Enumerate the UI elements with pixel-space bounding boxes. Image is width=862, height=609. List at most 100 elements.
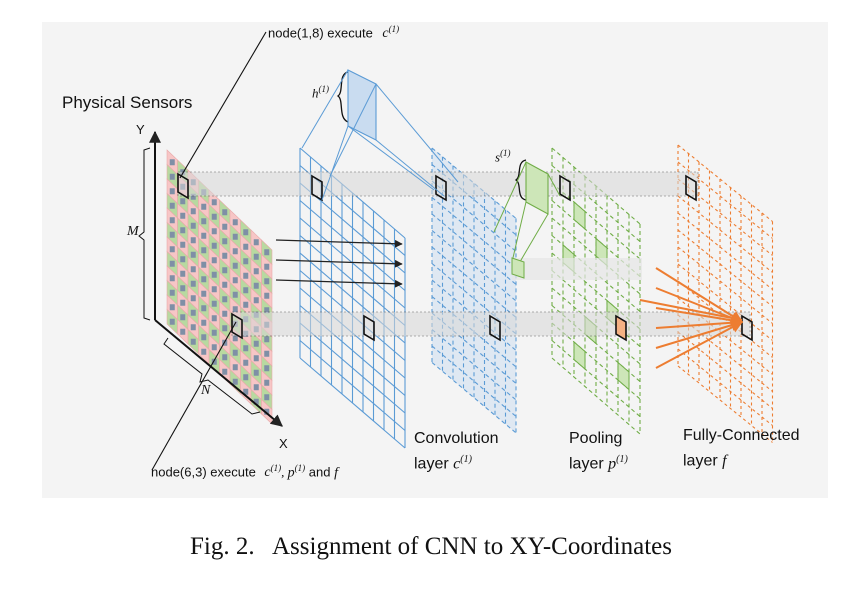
pool-grid-hline	[551, 252, 641, 330]
fully-connected-layer-line2: layer f	[683, 452, 727, 470]
sensor-chip	[243, 287, 249, 294]
sensor-chip	[180, 212, 186, 219]
sensor-chip	[211, 329, 217, 336]
sensor-chip	[232, 349, 238, 356]
conv-back-hline	[299, 322, 406, 414]
conv-front-hline	[431, 147, 517, 219]
pool-cell	[573, 340, 586, 371]
axis-n-label: N	[201, 383, 211, 398]
h-label: h(1)	[312, 84, 329, 101]
conv-front-hline	[431, 329, 517, 401]
axis-m-label: M	[127, 224, 139, 239]
fc-grid-hline	[677, 212, 773, 290]
pool-grid-hline	[551, 165, 641, 242]
physical-sensors-label: Physical Sensors	[62, 93, 193, 112]
sensor-chip	[201, 290, 207, 297]
sensor-to-conv-arrow	[275, 239, 403, 248]
sensor-chip	[243, 243, 249, 250]
m-bracket	[138, 147, 151, 321]
sensor-chip	[180, 198, 186, 205]
sensor-chip	[201, 261, 207, 268]
sensor-chip	[264, 307, 270, 314]
sensor-chip	[222, 209, 228, 216]
h-projection-line	[375, 139, 445, 197]
sensor-to-conv-arrow	[275, 259, 403, 268]
fc-grid-hline	[677, 331, 773, 409]
node-top-leader	[179, 31, 267, 179]
bottom-path-bar	[231, 311, 751, 337]
sensor-chip	[169, 188, 175, 195]
sensor-chip	[201, 247, 207, 254]
sensor-chip	[264, 379, 270, 386]
s-projection-line	[511, 201, 527, 263]
sensor-chip	[211, 257, 217, 264]
sensor-chip	[243, 359, 249, 366]
pool-grid-hline	[551, 322, 641, 400]
sensor-chip	[264, 278, 270, 285]
sensor-chip	[232, 378, 238, 385]
conv-back-hline	[299, 200, 406, 291]
sensor-chip	[243, 301, 249, 308]
pool-grid-hline	[551, 357, 641, 435]
mid-path-bar	[512, 258, 642, 280]
sensor-chip	[264, 336, 270, 343]
conv-front-hline	[431, 362, 517, 434]
h-brace	[336, 71, 349, 123]
sensor-chip	[201, 203, 207, 210]
sensor-chip	[169, 159, 175, 166]
sensor-chip	[222, 354, 228, 361]
axis-y-label: Y	[136, 122, 145, 137]
bottom-node-box	[231, 312, 243, 340]
sensor-chip	[169, 173, 175, 180]
x-axis	[154, 319, 283, 427]
sensor-chip	[190, 338, 196, 345]
sensor-chip	[180, 241, 186, 248]
sensor-chip	[253, 268, 259, 275]
sensor-chip	[211, 213, 217, 220]
node-top-label: node(1,8) execute c(1)	[268, 24, 400, 42]
sensor-chip	[253, 297, 259, 304]
pool-cell	[573, 200, 586, 231]
fc-grid-hline	[677, 263, 773, 341]
layer-connections	[151, 31, 753, 471]
sensor-chip	[211, 242, 217, 249]
sensor-chip	[169, 318, 175, 325]
fc-grid-hline	[677, 348, 773, 426]
s-projection-line	[493, 161, 527, 233]
sensor-chip	[180, 227, 186, 234]
sensor-chip	[169, 217, 175, 224]
pool-target-cell	[511, 257, 525, 279]
sensor-chip	[232, 364, 238, 371]
top-node-box	[177, 172, 189, 200]
sensor-chip	[180, 299, 186, 306]
sensor-chip	[232, 306, 238, 313]
sensor-chip	[232, 262, 238, 269]
fc-fan-arrow	[655, 267, 744, 323]
sensor-chip	[243, 345, 249, 352]
sensor-chip	[180, 314, 186, 321]
top-node-box	[559, 174, 571, 202]
bottom-node-box	[489, 314, 501, 342]
sensor-chip	[211, 228, 217, 235]
sensor-chip	[190, 324, 196, 331]
sensor-chip	[169, 246, 175, 253]
node-bottom-leader	[151, 321, 237, 471]
n-bracket	[163, 337, 261, 415]
sensor-chip	[190, 237, 196, 244]
sensor-chip	[190, 208, 196, 215]
bottom-node-box	[615, 314, 627, 342]
sensor-chip	[201, 305, 207, 312]
sensor-chip	[190, 280, 196, 287]
fc-fan-arrow	[639, 299, 743, 321]
sensor-chip	[190, 266, 196, 273]
sensor-chip	[222, 252, 228, 259]
figure-caption: Fig. 2. Assignment of CNN to XY-Coordina…	[190, 533, 672, 560]
pool-grid-hline	[551, 340, 641, 417]
fc-fan-arrow	[655, 316, 744, 329]
sensor-chip	[211, 271, 217, 278]
fc-grid-hline	[677, 195, 773, 273]
sensor-chip	[201, 334, 207, 341]
sensor-chip	[222, 281, 228, 288]
sensor-chip	[232, 248, 238, 255]
